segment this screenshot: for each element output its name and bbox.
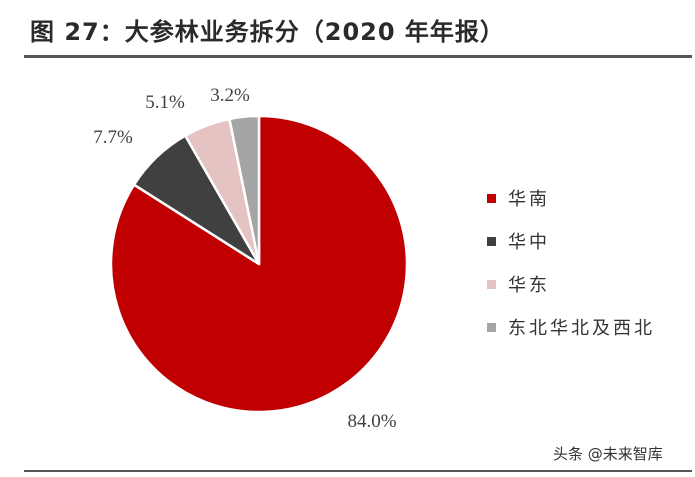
data-label-1: 7.7% (93, 127, 133, 148)
pie-slice-3 (228, 114, 261, 266)
legend: 华南 华中 华东 东北华北及西北 (487, 188, 655, 360)
top-rule (24, 55, 692, 58)
legend-item-other: 东北华北及西北 (487, 317, 655, 339)
data-label-0: 84.0% (347, 411, 396, 432)
legend-label: 华中 (508, 232, 550, 253)
legend-swatch (487, 193, 496, 203)
data-label-2: 5.1% (145, 92, 185, 113)
data-label-3: 3.2% (210, 85, 250, 106)
legend-item-huadong: 华东 (487, 274, 655, 296)
legend-item-huazhong: 华中 (487, 231, 655, 253)
watermark: 头条 @未来智库 (553, 445, 663, 463)
legend-swatch (487, 279, 496, 289)
legend-label: 东北华北及西北 (508, 318, 655, 339)
chart-title: 图 27：大参林业务拆分（2020 年年报） (30, 18, 505, 46)
legend-swatch (487, 322, 496, 332)
legend-item-huanan: 华南 (487, 188, 655, 210)
bottom-rule (24, 470, 692, 472)
legend-label: 华东 (508, 275, 550, 296)
legend-swatch (487, 236, 496, 246)
legend-label: 华南 (508, 189, 550, 210)
